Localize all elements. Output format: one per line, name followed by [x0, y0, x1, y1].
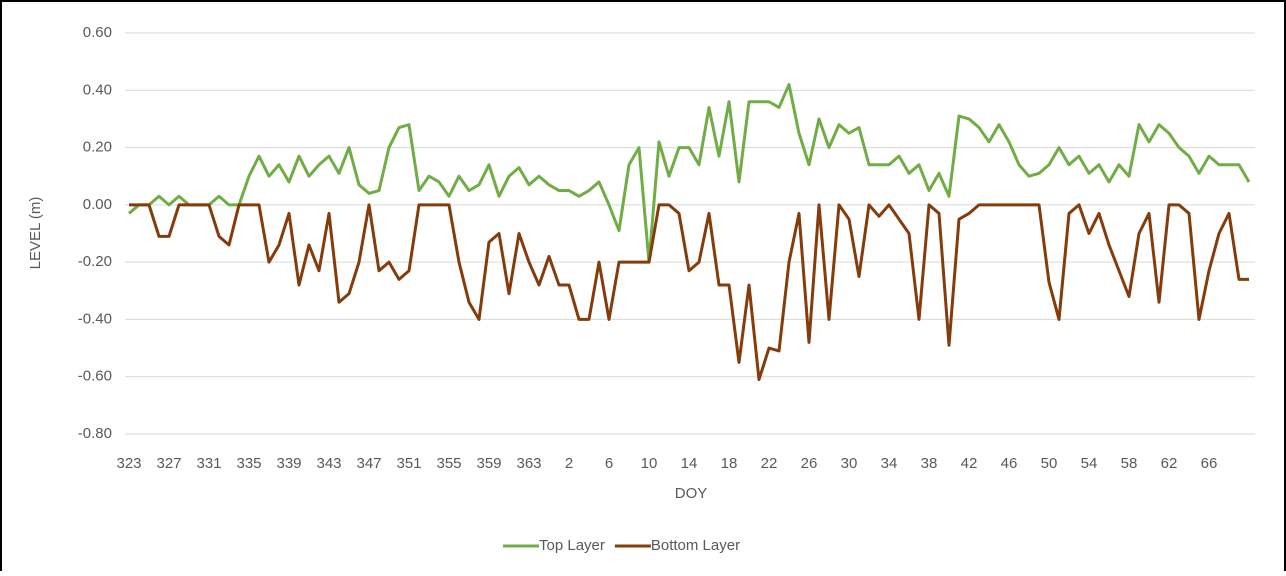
y-tick-label: -0.20 — [78, 253, 112, 270]
x-tick-label: 18 — [721, 455, 738, 472]
x-tick-label: 34 — [881, 455, 898, 472]
x-tick-label: 343 — [316, 455, 341, 472]
y-tick-label: 0.20 — [83, 139, 112, 156]
x-tick-label: 38 — [921, 455, 938, 472]
x-tick-label: 54 — [1081, 455, 1098, 472]
series-line — [129, 203, 1249, 382]
y-tick-label: -0.60 — [78, 368, 112, 385]
legend-label: Bottom Layer — [651, 537, 740, 554]
x-tick-label: 2 — [565, 455, 573, 472]
y-tick-label: 0.00 — [83, 196, 112, 213]
series-line — [128, 83, 1251, 264]
x-tick-label: 331 — [196, 455, 221, 472]
x-tick-label: 66 — [1201, 455, 1218, 472]
x-tick-label: 351 — [396, 455, 421, 472]
x-tick-label: 46 — [1001, 455, 1018, 472]
x-tick-label: 30 — [841, 455, 858, 472]
x-tick-label: 62 — [1161, 455, 1178, 472]
x-tick-label: 363 — [516, 455, 541, 472]
y-axis-title: LEVEL (m) — [27, 197, 44, 270]
y-tick-label: -0.80 — [78, 425, 112, 442]
y-tick-label: 0.40 — [83, 81, 112, 98]
x-tick-label: 42 — [961, 455, 978, 472]
x-tick-label: 323 — [116, 455, 141, 472]
x-tick-label: 347 — [356, 455, 381, 472]
legend-label: Top Layer — [539, 537, 605, 554]
x-tick-label: 339 — [276, 455, 301, 472]
x-tick-label: 14 — [681, 455, 698, 472]
x-tick-label: 359 — [476, 455, 501, 472]
x-tick-label: 6 — [605, 455, 613, 472]
x-tick-label: 355 — [436, 455, 461, 472]
x-tick-label: 26 — [801, 455, 818, 472]
x-tick-label: 335 — [236, 455, 261, 472]
x-tick-label: 58 — [1121, 455, 1138, 472]
x-tick-label: 10 — [641, 455, 658, 472]
y-tick-label: 0.60 — [83, 24, 112, 41]
x-axis-title: DOY — [675, 485, 708, 502]
x-tick-label: 50 — [1041, 455, 1058, 472]
y-tick-label: -0.40 — [78, 310, 112, 327]
x-tick-label: 327 — [156, 455, 181, 472]
x-tick-label: 22 — [761, 455, 778, 472]
